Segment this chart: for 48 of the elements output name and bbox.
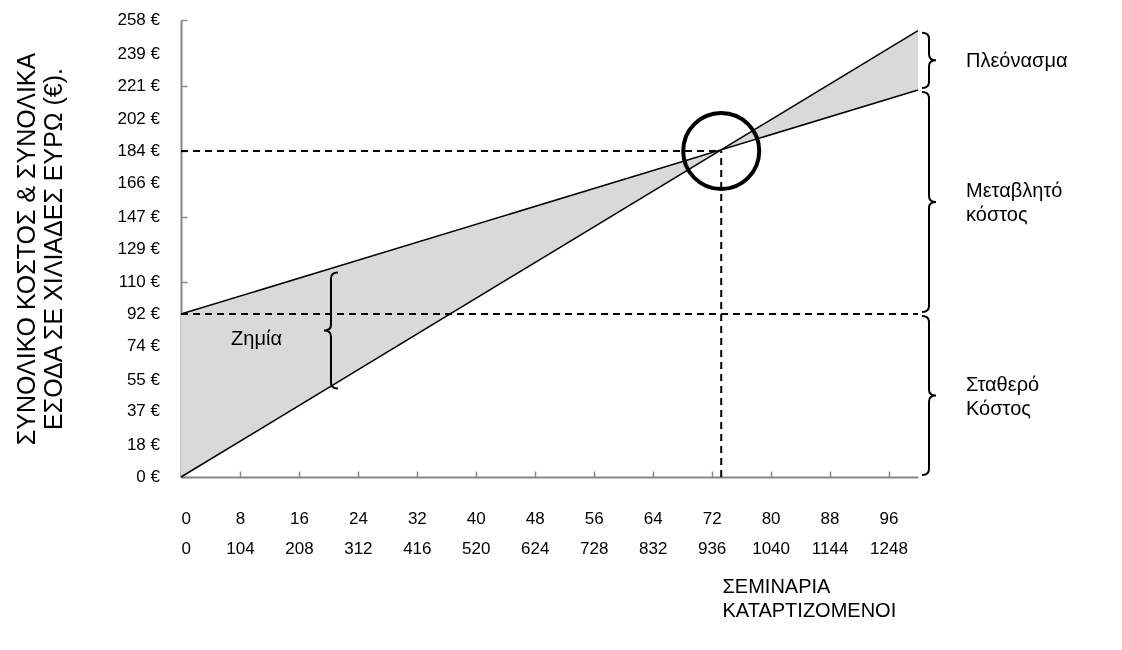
- x2-axis-title: ΚΑΤΑΡΤΙΖΟΜΕΝΟΙ: [722, 598, 897, 621]
- x2-tick-label: 0: [181, 538, 191, 558]
- y-tick-label: 74 €: [126, 335, 161, 355]
- x-tick-label: 64: [643, 508, 663, 528]
- y-tick-label: 184 €: [117, 141, 161, 161]
- y-tick-label: 221 €: [117, 75, 161, 95]
- y-tick-label: 110 €: [118, 272, 161, 292]
- x-tick-label: 0: [181, 508, 191, 528]
- text: Σταθερό Κόστος: [966, 372, 1040, 419]
- x-tick-label: 40: [466, 508, 486, 528]
- x-tick-label: 72: [702, 508, 722, 528]
- y-tick-label: 258 €: [117, 10, 161, 29]
- x2-tick-label: 104: [226, 538, 255, 558]
- x-tick-label: 56: [584, 508, 604, 528]
- y-tick-label: 37 €: [126, 401, 161, 421]
- x2-tick-label: 728: [580, 538, 609, 558]
- x-tick-label: 16: [289, 508, 309, 528]
- x-tick-label: 48: [525, 508, 545, 528]
- y-axis-title: ΣΥΝΟΛΙΚΟ ΚΟΣΤΟΣ & ΣΥΝΟΛΙΚΑ ΕΣΟΔΑ ΣΕ ΧΙΛΙΑΔΕΣ ΕΥΡΩ (€).: [11, 52, 67, 446]
- y-tick-label: 129 €: [117, 238, 161, 258]
- x2-tick-label: 1248: [870, 538, 908, 558]
- x2-tick-label: 416: [403, 538, 432, 558]
- x2-tick-label: 208: [285, 538, 314, 558]
- x2-tick-label: 1144: [811, 538, 849, 558]
- x2-tick-label: 520: [462, 538, 491, 558]
- x2-tick-label: 312: [344, 538, 373, 558]
- y-tick-label: 18 €: [126, 435, 161, 455]
- y-tick-label: 55 €: [126, 369, 161, 389]
- y-tick-label: 166 €: [117, 172, 161, 192]
- annotation: Ζημία: [231, 327, 282, 350]
- x-tick-label: 96: [879, 508, 899, 528]
- y-tick-label: 239 €: [117, 43, 161, 63]
- x-axis-title: ΣΕΜΙΝΑΡΙΑ: [722, 574, 832, 597]
- y-tick-label: 202 €: [117, 109, 161, 129]
- x2-tick-label: 624: [521, 538, 550, 558]
- text: Μεταβλητό κόστος: [966, 179, 1063, 225]
- x-tick-label: 32: [407, 508, 427, 528]
- y-tick-label: 0 €: [136, 467, 161, 486]
- x2-tick-label: 1040: [752, 538, 791, 558]
- y-tick-label: 147 €: [117, 206, 161, 226]
- text: Πλεόνασμα: [966, 49, 1068, 72]
- x-tick-label: 80: [761, 508, 781, 528]
- x2-tick-label: 936: [697, 538, 727, 558]
- x-tick-label: 88: [820, 508, 840, 528]
- x-tick-label: 8: [235, 508, 246, 528]
- y-tick-label: 92 €: [126, 304, 161, 324]
- x2-tick-label: 832: [638, 538, 668, 558]
- x-tick-label: 24: [348, 508, 368, 528]
